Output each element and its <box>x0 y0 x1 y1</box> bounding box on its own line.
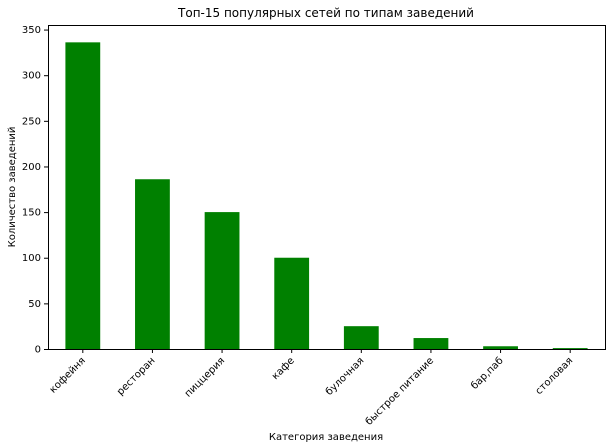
y-tick-label: 350 <box>22 25 41 36</box>
x-tick-label: ресторан <box>115 355 157 397</box>
bar-4 <box>343 326 379 349</box>
plot-frame <box>48 25 606 350</box>
y-tick-label: 150 <box>22 208 41 219</box>
bar-series <box>65 42 588 349</box>
x-tick-label: булочная <box>324 355 367 398</box>
y-tick-label: 200 <box>22 162 41 173</box>
bar-7 <box>552 348 588 349</box>
chart-title: Топ-15 популярных сетей по типам заведен… <box>177 6 474 20</box>
y-tick-label: 50 <box>28 299 41 310</box>
y-tick-label: 100 <box>22 253 41 264</box>
y-tick-label: 250 <box>22 116 41 127</box>
bar-2 <box>204 212 240 349</box>
x-tick-label: бар,паб <box>469 355 506 392</box>
y-tick-label: 0 <box>35 345 41 356</box>
bar-0 <box>65 42 101 349</box>
bar-3 <box>274 257 310 349</box>
x-axis: кофейня ресторан пиццерия кафе булочнаябыстр… <box>48 349 576 428</box>
x-tick-label: столовая <box>534 355 576 397</box>
x-axis-label: Категория заведения <box>269 432 383 443</box>
bar-5 <box>413 338 449 349</box>
x-tick-label: кофейня <box>48 355 88 395</box>
x-tick-label: кафе <box>270 355 297 382</box>
y-axis-label: Количество заведений <box>7 127 18 248</box>
bar-6 <box>483 346 518 349</box>
x-tick-label: быстрое питание <box>364 355 436 427</box>
bar-1 <box>135 179 170 349</box>
y-axis: 0 50 100 150 200 250 300 350 <box>22 25 48 356</box>
x-tick-label: пиццерия <box>183 355 227 399</box>
y-tick-label: 300 <box>22 71 41 82</box>
